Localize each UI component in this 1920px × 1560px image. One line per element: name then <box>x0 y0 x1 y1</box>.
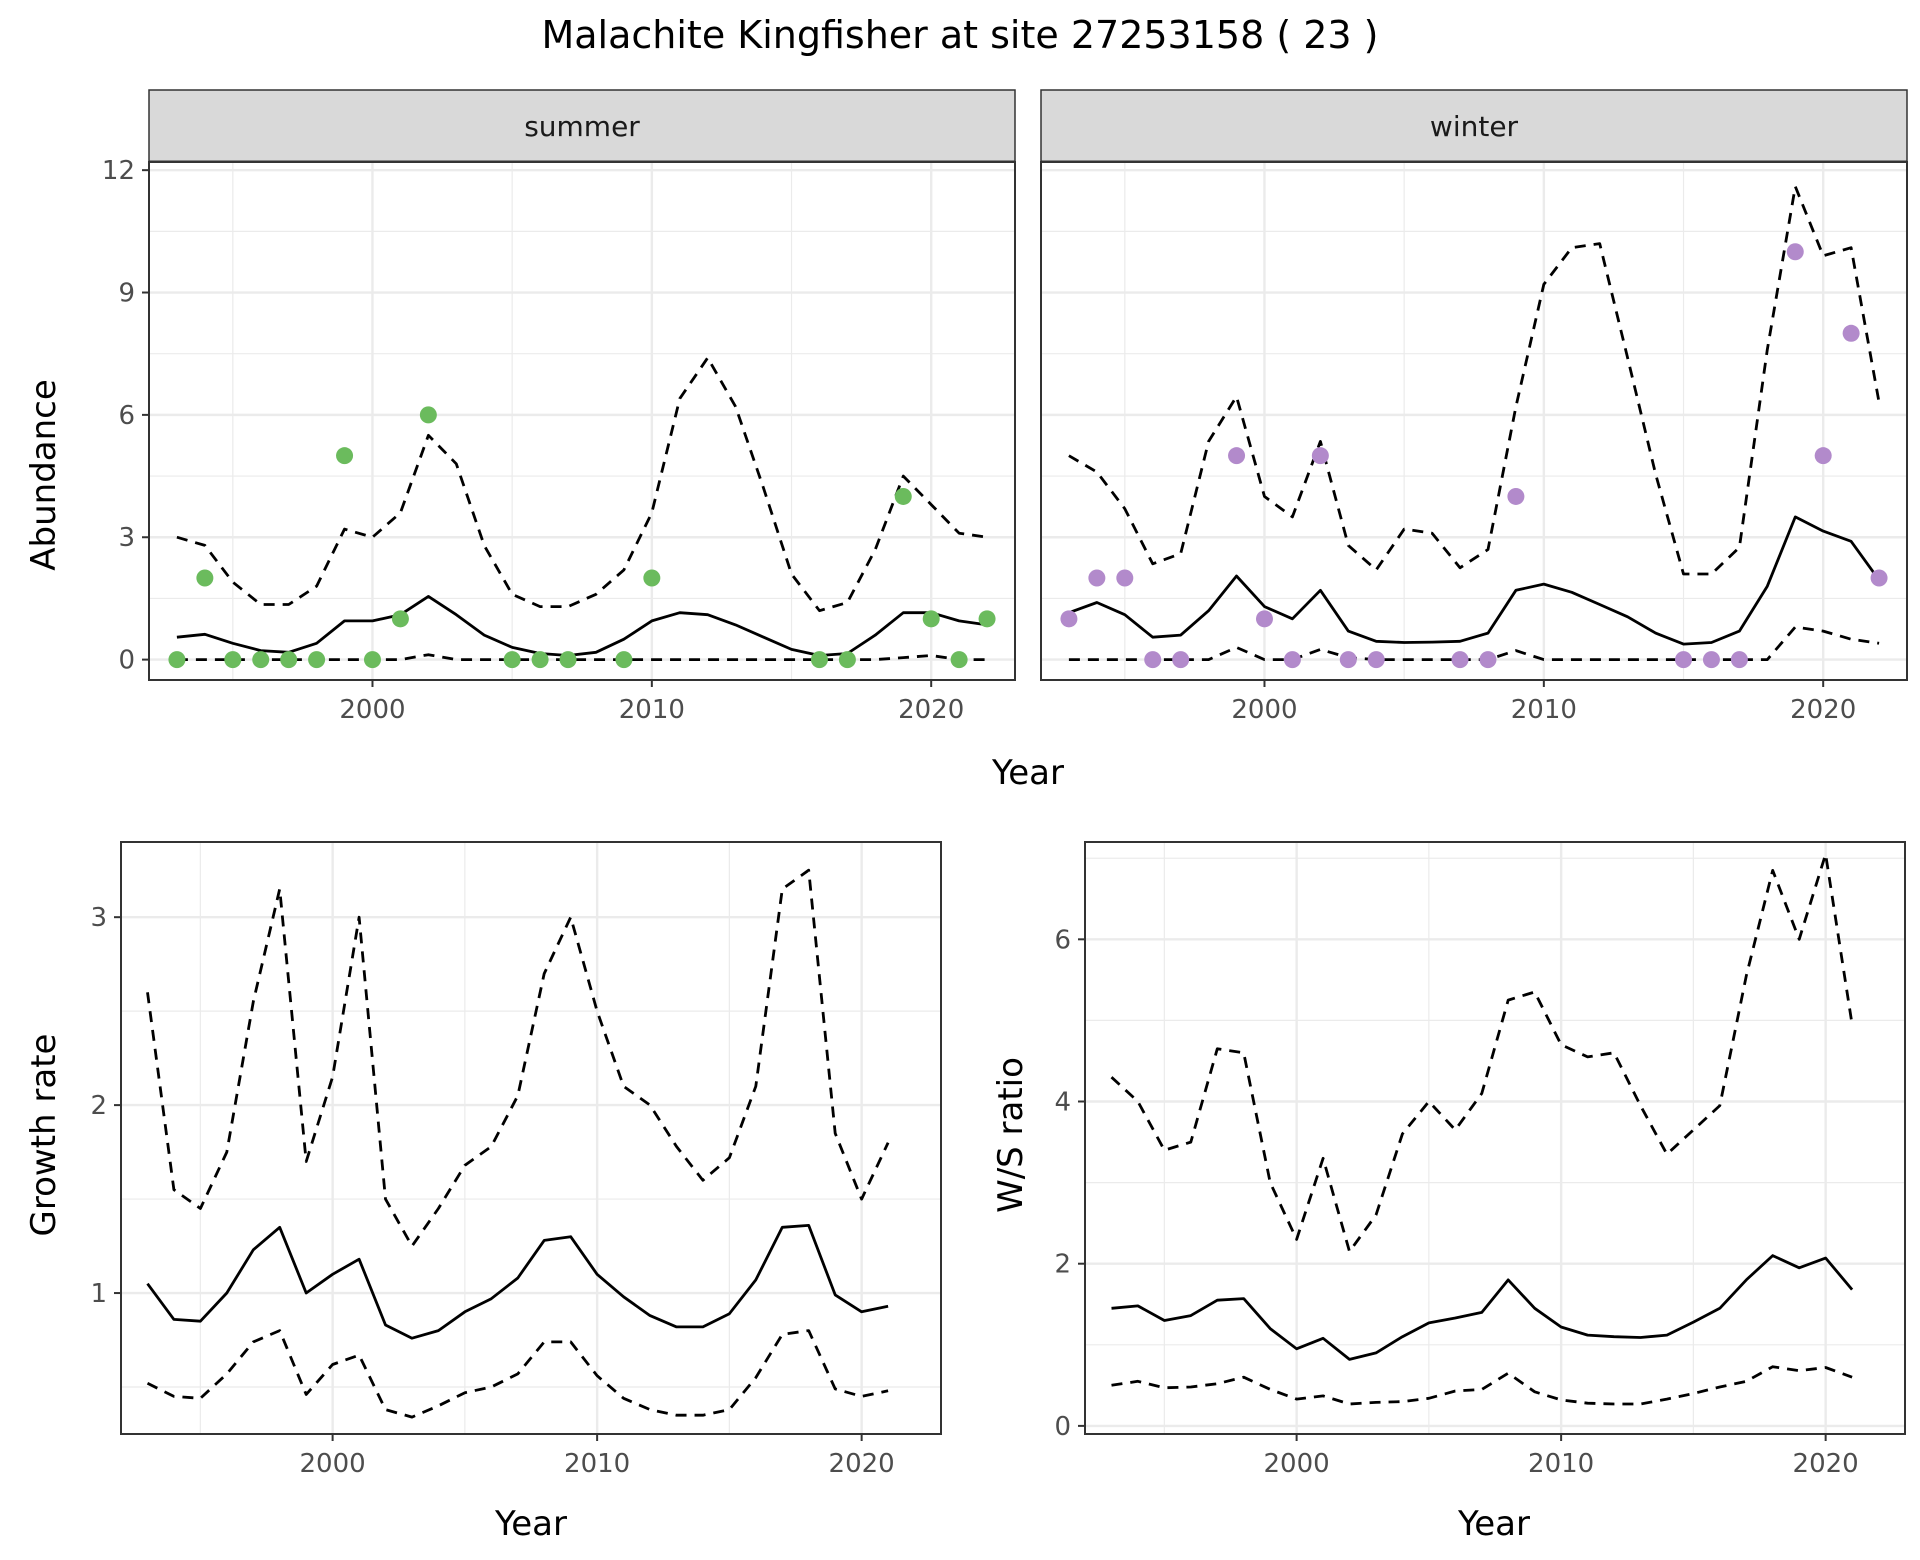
data-point <box>1675 651 1693 669</box>
y-tick-label: 4 <box>1054 1088 1071 1118</box>
data-point <box>224 651 242 669</box>
data-point <box>950 651 968 669</box>
x-tick-label: 2020 <box>1790 695 1856 725</box>
x-tick-label: 2000 <box>300 1449 366 1479</box>
data-point <box>280 651 298 669</box>
data-point <box>838 651 856 669</box>
top-x-axis-title: Year <box>991 753 1064 793</box>
data-point <box>1311 447 1329 465</box>
y-tick-label: 6 <box>118 401 135 431</box>
growth-y-axis-title: Growth rate <box>24 1034 64 1237</box>
ws-x-axis-title: Year <box>1457 1504 1530 1544</box>
data-point <box>1228 447 1246 465</box>
data-point <box>308 651 326 669</box>
panel-border <box>148 161 1016 681</box>
panel-background <box>149 162 1015 680</box>
data-point <box>503 651 521 669</box>
y-tick-label: 2 <box>90 1091 107 1121</box>
panel-border <box>1040 161 1908 681</box>
data-point <box>978 610 996 628</box>
panel-background <box>1041 162 1907 680</box>
y-tick-label: 2 <box>1054 1250 1071 1280</box>
y-tick-label: 9 <box>118 279 135 309</box>
x-tick-label: 2010 <box>564 1449 630 1479</box>
y-tick-label: 6 <box>1054 925 1071 955</box>
data-point <box>1116 569 1134 587</box>
data-point <box>559 651 577 669</box>
series-line-mean <box>1068 515 1881 646</box>
x-tick-label: 2020 <box>898 695 964 725</box>
data-point <box>643 569 661 587</box>
data-point <box>1255 610 1273 628</box>
series-line-upper <box>1068 185 1881 576</box>
data-point <box>196 569 214 587</box>
data-point <box>1730 651 1748 669</box>
panel-background <box>1085 842 1905 1434</box>
data-point <box>1786 243 1804 261</box>
data-point <box>391 610 409 628</box>
panel-border <box>120 841 942 1435</box>
panel-ws: 2000 2010 2020 0 2 4 6 <box>1054 841 1906 1479</box>
data-point <box>1814 447 1832 465</box>
series-line-mean <box>1111 1254 1854 1361</box>
data-point <box>1870 569 1888 587</box>
ws-y-axis-title: W/S ratio <box>991 1057 1031 1213</box>
data-point <box>894 487 912 505</box>
panel-summer: 2000 2010 2020 0 3 6 9 12 <box>102 156 1016 725</box>
strip-winter-label: winter <box>1430 110 1519 143</box>
data-point <box>252 651 270 669</box>
y-tick-label: 1 <box>90 1279 107 1309</box>
data-point <box>363 651 381 669</box>
y-tick-label: 0 <box>118 646 135 676</box>
x-tick-label: 2010 <box>619 695 685 725</box>
x-tick-label: 2020 <box>1793 1449 1859 1479</box>
data-point <box>1479 651 1497 669</box>
data-point <box>419 406 437 424</box>
x-tick-label: 2000 <box>1231 695 1297 725</box>
data-point <box>1451 651 1469 669</box>
strip-summer <box>148 89 1016 163</box>
panel-growth: 2000 2010 2020 1 2 3 <box>90 841 942 1479</box>
data-point <box>1060 610 1078 628</box>
figure-title: Malachite Kingfisher at site 27253158 ( … <box>541 13 1378 57</box>
x-tick-label: 2000 <box>1264 1449 1330 1479</box>
growth-x-axis-title: Year <box>494 1504 567 1544</box>
strip-summer-label: summer <box>524 110 640 143</box>
data-point <box>615 651 633 669</box>
data-point <box>1283 651 1301 669</box>
series-line-upper <box>146 868 890 1248</box>
y-tick-label: 0 <box>1054 1412 1071 1442</box>
y-tick-label: 3 <box>90 903 107 933</box>
y-tick-label: 3 <box>118 523 135 553</box>
data-point <box>1144 651 1162 669</box>
data-point <box>922 610 940 628</box>
data-point <box>531 651 549 669</box>
data-point <box>168 651 186 669</box>
data-point <box>336 447 354 465</box>
x-tick-label: 2020 <box>829 1449 895 1479</box>
top-y-axis-title: Abundance <box>24 379 64 571</box>
x-tick-label: 2000 <box>339 695 405 725</box>
series-line-lower <box>146 1329 889 1419</box>
panel-border <box>1084 841 1906 1435</box>
series-line-upper <box>176 356 988 613</box>
y-tick-label: 12 <box>102 156 135 186</box>
series-line-mean <box>176 595 988 657</box>
data-point <box>1172 651 1190 669</box>
data-point <box>1507 487 1525 505</box>
x-tick-label: 2010 <box>1528 1449 1594 1479</box>
data-point <box>1367 651 1385 669</box>
series-line-upper <box>1110 852 1854 1253</box>
panel-winter: 2000 2010 2020 <box>1040 161 1908 725</box>
data-point <box>1339 651 1357 669</box>
data-point <box>1702 651 1720 669</box>
panel-background <box>121 842 941 1434</box>
data-point <box>1088 569 1106 587</box>
x-tick-label: 2010 <box>1511 695 1577 725</box>
data-point <box>1842 324 1860 342</box>
data-point <box>810 651 828 669</box>
series-line-mean <box>146 1224 889 1340</box>
